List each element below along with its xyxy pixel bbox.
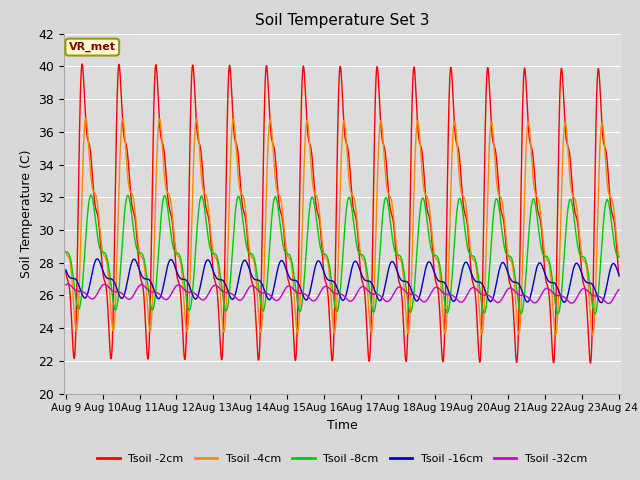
Tsoil -4cm bbox=[615, 254, 623, 260]
Line: Tsoil -16cm: Tsoil -16cm bbox=[66, 259, 619, 302]
Tsoil -32cm bbox=[216, 287, 224, 292]
Tsoil -16cm bbox=[397, 276, 404, 282]
Tsoil -4cm bbox=[62, 249, 70, 254]
Tsoil -16cm bbox=[597, 300, 605, 305]
Tsoil -4cm bbox=[216, 293, 224, 299]
Tsoil -8cm bbox=[615, 254, 623, 260]
Tsoil -8cm bbox=[62, 249, 70, 255]
Tsoil -2cm bbox=[615, 272, 623, 277]
Legend: Tsoil -2cm, Tsoil -4cm, Tsoil -8cm, Tsoil -16cm, Tsoil -32cm: Tsoil -2cm, Tsoil -4cm, Tsoil -8cm, Tsoi… bbox=[93, 450, 592, 468]
Title: Soil Temperature Set 3: Soil Temperature Set 3 bbox=[255, 13, 429, 28]
Tsoil -32cm bbox=[615, 287, 623, 292]
Tsoil -4cm bbox=[180, 306, 188, 312]
Tsoil -8cm bbox=[87, 192, 95, 198]
Tsoil -32cm bbox=[563, 297, 570, 302]
Line: Tsoil -8cm: Tsoil -8cm bbox=[66, 195, 619, 314]
Tsoil -16cm bbox=[62, 267, 70, 273]
Tsoil -2cm bbox=[216, 346, 224, 351]
Tsoil -32cm bbox=[406, 291, 414, 297]
Tsoil -8cm bbox=[216, 274, 224, 279]
Tsoil -4cm bbox=[397, 257, 404, 263]
Tsoil -16cm bbox=[406, 284, 414, 289]
Tsoil -4cm bbox=[615, 253, 623, 259]
Tsoil -8cm bbox=[397, 253, 404, 259]
Tsoil -32cm bbox=[615, 287, 623, 293]
Tsoil -16cm bbox=[93, 256, 101, 262]
Tsoil -2cm bbox=[397, 283, 404, 289]
Tsoil -8cm bbox=[180, 281, 188, 287]
Tsoil -2cm bbox=[586, 360, 594, 366]
Tsoil -2cm bbox=[406, 205, 414, 211]
Tsoil -8cm bbox=[563, 220, 570, 226]
Tsoil -32cm bbox=[180, 287, 188, 293]
Tsoil -16cm bbox=[563, 296, 570, 302]
Tsoil -2cm bbox=[62, 268, 70, 274]
Tsoil -8cm bbox=[591, 311, 598, 317]
Tsoil -16cm bbox=[216, 277, 224, 283]
Y-axis label: Soil Temperature (C): Soil Temperature (C) bbox=[20, 149, 33, 278]
Tsoil -4cm bbox=[406, 312, 414, 318]
Tsoil -16cm bbox=[615, 272, 623, 277]
Tsoil -16cm bbox=[615, 272, 623, 278]
Line: Tsoil -2cm: Tsoil -2cm bbox=[66, 64, 619, 363]
Tsoil -16cm bbox=[180, 276, 188, 282]
Tsoil -2cm bbox=[563, 138, 570, 144]
Line: Tsoil -32cm: Tsoil -32cm bbox=[66, 284, 619, 303]
Tsoil -2cm bbox=[180, 356, 188, 361]
Tsoil -32cm bbox=[64, 281, 72, 287]
Tsoil -2cm bbox=[78, 61, 86, 67]
Tsoil -32cm bbox=[397, 284, 404, 290]
Tsoil -8cm bbox=[615, 254, 623, 260]
Tsoil -4cm bbox=[563, 127, 570, 133]
Text: VR_met: VR_met bbox=[68, 42, 116, 52]
Tsoil -32cm bbox=[605, 300, 612, 306]
Tsoil -4cm bbox=[589, 332, 596, 338]
Tsoil -4cm bbox=[82, 115, 90, 121]
Line: Tsoil -4cm: Tsoil -4cm bbox=[66, 118, 619, 335]
Tsoil -8cm bbox=[406, 309, 414, 315]
Tsoil -2cm bbox=[615, 273, 623, 279]
X-axis label: Time: Time bbox=[327, 419, 358, 432]
Tsoil -32cm bbox=[62, 282, 70, 288]
